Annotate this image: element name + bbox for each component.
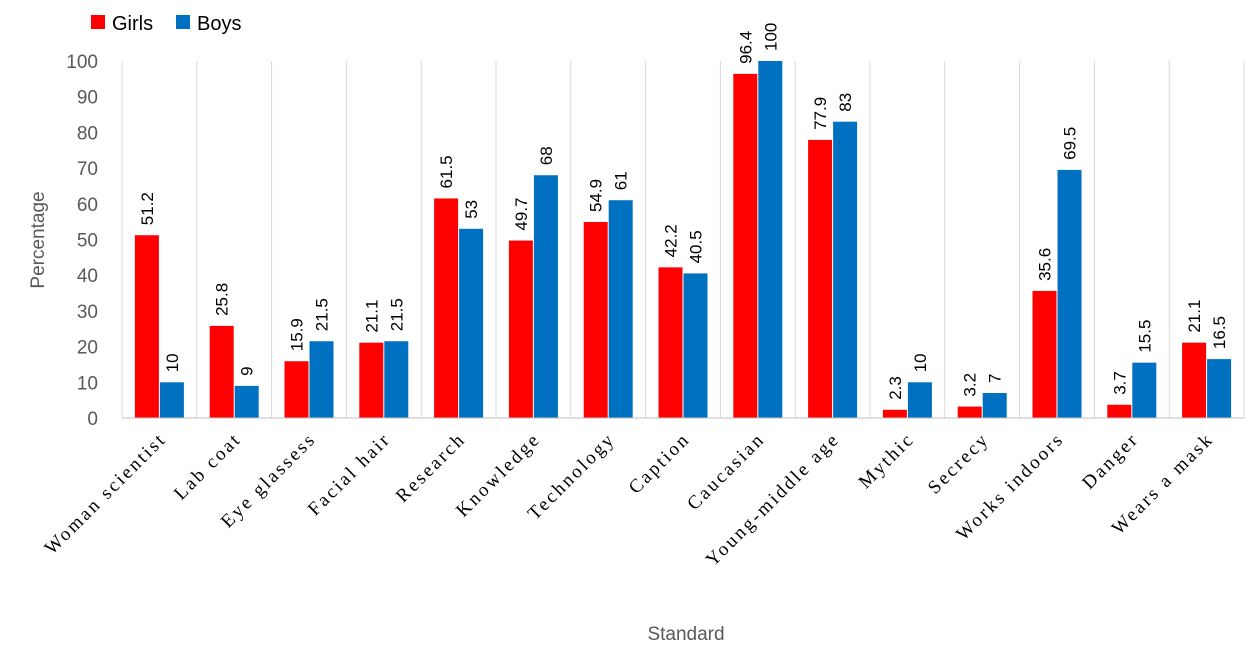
bar-boys [533, 175, 558, 418]
legend-label-girls: Girls [112, 13, 153, 35]
data-label-boys: 21.5 [387, 298, 406, 331]
data-label-girls: 49.7 [512, 197, 531, 230]
x-tick-label: Lab coat [170, 429, 246, 505]
bar-girls [434, 198, 459, 418]
y-tick-label: 70 [77, 159, 98, 180]
data-label-girls: 77.9 [811, 97, 830, 130]
bar-girls [658, 267, 683, 418]
data-label-boys: 61 [612, 171, 631, 190]
data-label-girls: 35.6 [1036, 248, 1055, 281]
data-label-girls: 21.1 [1185, 300, 1204, 333]
data-label-boys: 100 [761, 23, 780, 51]
bar-boys [459, 228, 484, 418]
bar-boys [907, 382, 932, 418]
bars [134, 61, 1232, 419]
y-axis-title: Percentage [28, 191, 49, 288]
x-tick-label: Woman scientist [41, 429, 171, 559]
bar-boys [1207, 359, 1232, 418]
x-axis-title: Standard [647, 624, 724, 645]
data-label-boys: 21.5 [313, 298, 332, 331]
y-tick-label: 100 [66, 52, 98, 73]
data-label-boys: 69.5 [1061, 127, 1080, 160]
legend-swatch-boys [176, 15, 190, 29]
bar-girls [733, 73, 758, 419]
data-label-boys: 40.5 [687, 230, 706, 263]
y-tick-label: 90 [77, 88, 98, 109]
data-label-boys: 68 [537, 146, 556, 165]
bar-boys [159, 382, 184, 418]
bar-boys [683, 273, 708, 418]
x-tick-label: Secrecy [924, 429, 994, 499]
data-label-girls: 54.9 [587, 179, 606, 212]
x-tick-label: Young-middle age [702, 429, 844, 571]
data-label-boys: 16.5 [1210, 316, 1229, 349]
y-tick-label: 10 [77, 373, 98, 394]
data-label-girls: 51.2 [138, 192, 157, 225]
data-label-boys: 53 [462, 200, 481, 219]
data-label-girls: 3.2 [961, 373, 980, 397]
data-label-boys: 9 [238, 366, 257, 375]
data-label-boys: 15.5 [1135, 320, 1154, 353]
data-label-boys: 7 [986, 374, 1005, 383]
data-label-boys: 83 [836, 93, 855, 112]
bar-boys [758, 61, 783, 418]
bar-girls [284, 361, 309, 418]
bar-boys [833, 121, 858, 418]
data-label-girls: 21.1 [362, 300, 381, 333]
y-tick-label: 80 [77, 123, 98, 144]
bar-boys [982, 393, 1007, 418]
bar-boys [309, 341, 334, 418]
bar-girls [583, 222, 608, 418]
bar-girls [359, 342, 384, 418]
x-tick-label: Mythic [855, 429, 919, 493]
bar-girls [1032, 290, 1057, 418]
bar-boys [1057, 169, 1082, 418]
data-label-girls: 96.4 [736, 31, 755, 64]
data-labels: 51.2 10 25.8 9 15.9 21.5 21.1 21.5 61.5 53 49.7 68 5… [138, 23, 1229, 400]
data-label-boys: 10 [911, 353, 930, 372]
y-tick-label: 20 [77, 338, 98, 359]
bar-boys [1132, 362, 1157, 418]
y-tick-label: 40 [77, 266, 98, 287]
bar-boys [234, 385, 259, 418]
bar-girls [1182, 342, 1207, 418]
bar-girls [209, 325, 234, 418]
y-tick-label: 50 [77, 231, 98, 252]
bar-girls [508, 240, 533, 418]
data-label-girls: 61.5 [437, 155, 456, 188]
legend: Girls Boys [91, 13, 241, 35]
legend-swatch-girls [91, 15, 105, 29]
x-tick-label: Caption [625, 429, 695, 499]
y-tick-label: 60 [77, 195, 98, 216]
bar-girls [808, 139, 833, 418]
data-label-girls: 25.8 [213, 283, 232, 316]
data-label-boys: 10 [163, 353, 182, 372]
x-tick-label: Research [392, 429, 470, 507]
bar-girls [1107, 404, 1132, 418]
x-tick-label: Danger [1078, 429, 1143, 494]
data-label-girls: 2.3 [886, 376, 905, 400]
y-tick-label: 0 [87, 409, 98, 430]
bar-girls [882, 409, 907, 418]
bar-boys [608, 200, 633, 418]
bar-boys [384, 341, 409, 418]
legend-label-boys: Boys [197, 13, 241, 35]
data-label-girls: 42.2 [662, 224, 681, 257]
grid-lines [121, 61, 1245, 418]
data-label-girls: 3.7 [1110, 371, 1129, 395]
bar-girls [134, 235, 159, 418]
data-label-girls: 15.9 [288, 318, 307, 351]
y-tick-label: 30 [77, 302, 98, 323]
bar-girls [957, 406, 982, 418]
